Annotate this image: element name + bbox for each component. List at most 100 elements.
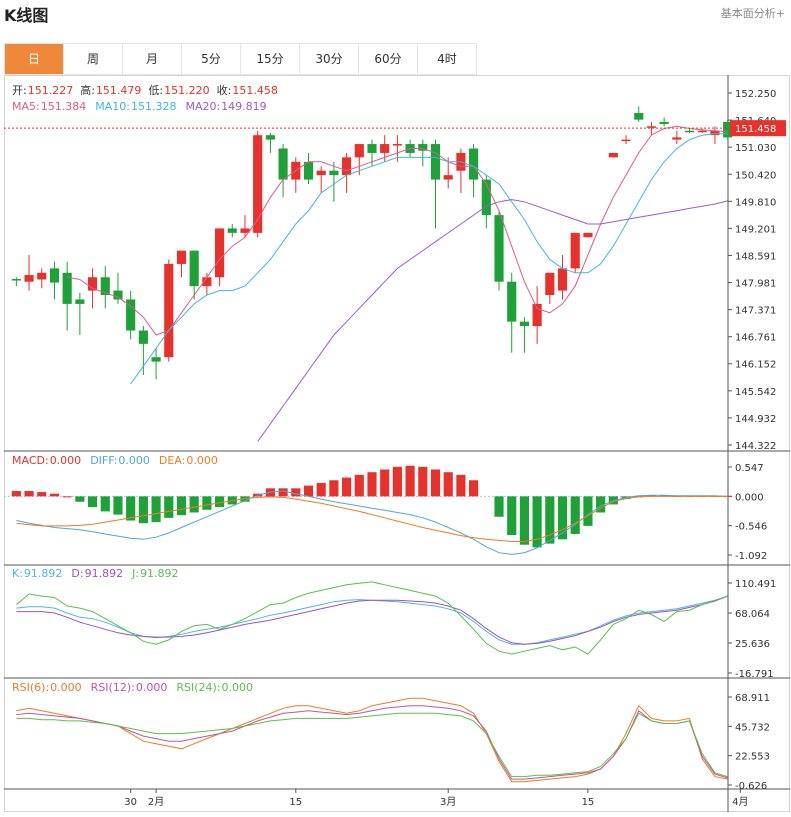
macd-bar bbox=[507, 496, 517, 536]
candle-body bbox=[176, 250, 187, 264]
candle-body bbox=[329, 170, 339, 176]
macd-bar bbox=[113, 496, 123, 515]
tab-0[interactable]: 日 bbox=[5, 44, 64, 74]
macd-bar bbox=[291, 488, 301, 497]
candle-body bbox=[430, 144, 441, 180]
candle-body bbox=[646, 126, 657, 128]
macd-legend-label: DEA: bbox=[159, 454, 185, 467]
tab-6[interactable]: 60分 bbox=[359, 44, 418, 74]
macd-bar bbox=[215, 496, 225, 508]
macd-legend-value: 0.000 bbox=[186, 454, 218, 467]
kline-chart[interactable]: 152.250151.640151.030150.420149.810149.2… bbox=[4, 75, 790, 812]
macd-bar bbox=[367, 472, 377, 497]
price-tick-label: 150.420 bbox=[735, 170, 776, 181]
candle-body bbox=[240, 228, 250, 233]
price-tick-label: 144.322 bbox=[735, 441, 776, 452]
macd-bar bbox=[24, 491, 34, 497]
kdj-legend-value: 91.892 bbox=[85, 567, 124, 580]
macd-bar bbox=[240, 496, 250, 502]
date-tick-label: 15 bbox=[582, 797, 595, 808]
macd-legend-label: DIFF: bbox=[90, 454, 117, 467]
top-bar: K线图 基本面分析+ bbox=[0, 0, 791, 30]
ma-legend-label: MA20: bbox=[185, 100, 220, 113]
macd-bar bbox=[469, 480, 479, 497]
macd-bar bbox=[37, 492, 47, 497]
tab-5[interactable]: 30分 bbox=[300, 44, 359, 74]
j-line bbox=[16, 581, 728, 655]
candle-body bbox=[684, 130, 695, 133]
candle-body bbox=[608, 152, 618, 158]
candle-body bbox=[342, 157, 352, 176]
candle-body bbox=[532, 303, 542, 327]
price-tick-label: 147.981 bbox=[735, 279, 776, 290]
macd-bar bbox=[151, 496, 161, 523]
rsi24-line bbox=[16, 712, 728, 778]
rsi-legend-value: 0.000 bbox=[136, 681, 168, 694]
kdj-tick-label: 68.064 bbox=[735, 609, 770, 620]
ma5-line bbox=[67, 125, 728, 336]
candle-body bbox=[672, 137, 682, 140]
macd-bar bbox=[430, 469, 441, 497]
kdj-tick-label: 25.636 bbox=[735, 639, 770, 650]
candle-body bbox=[164, 263, 174, 358]
ohlc-value: 151.227 bbox=[28, 84, 74, 97]
ohlc-label: 高: bbox=[80, 83, 95, 97]
kdj-legend-value: 91.892 bbox=[140, 567, 179, 580]
date-tick-label: 15 bbox=[289, 797, 302, 808]
kdj-tick-label: 110.491 bbox=[735, 579, 776, 590]
candle-body bbox=[316, 170, 326, 176]
tab-7[interactable]: 4时 bbox=[418, 44, 477, 74]
macd-bar bbox=[596, 496, 606, 513]
candle-body bbox=[697, 130, 707, 133]
tab-2[interactable]: 月 bbox=[123, 44, 182, 74]
candle-body bbox=[557, 268, 568, 291]
current-price-tag bbox=[730, 120, 786, 137]
tab-4[interactable]: 15分 bbox=[241, 44, 300, 74]
price-tick-label: 146.761 bbox=[735, 333, 776, 344]
tab-1[interactable]: 周 bbox=[64, 44, 123, 74]
kdj-legend-value: 91.892 bbox=[24, 567, 63, 580]
macd-legend-label: MACD: bbox=[12, 454, 49, 467]
macd-bar bbox=[646, 495, 657, 497]
macd-bar bbox=[392, 466, 402, 497]
candle-body bbox=[151, 357, 161, 362]
kdj-legend-label: K: bbox=[12, 567, 23, 580]
candle-body bbox=[659, 121, 669, 125]
d-line bbox=[16, 595, 728, 645]
k-line bbox=[16, 595, 728, 645]
ohlc-value: 151.479 bbox=[96, 84, 142, 97]
ma-legend-value: 149.819 bbox=[221, 100, 267, 113]
macd-bar bbox=[570, 496, 580, 534]
price-tick-label: 144.932 bbox=[735, 414, 776, 425]
rsi-tick-label: 45.732 bbox=[735, 722, 770, 733]
fundamental-analysis-link[interactable]: 基本面分析+ bbox=[720, 7, 785, 20]
rsi12-line bbox=[16, 705, 728, 780]
candle-body bbox=[634, 112, 644, 120]
macd-legend-value: 0.000 bbox=[50, 454, 82, 467]
candle-body bbox=[11, 279, 21, 281]
macd-bar bbox=[532, 496, 542, 548]
candle-body bbox=[418, 144, 428, 151]
candle-body bbox=[126, 299, 136, 331]
macd-bar bbox=[545, 496, 555, 544]
candle-body bbox=[469, 148, 479, 180]
macd-bar bbox=[176, 496, 187, 516]
tab-3[interactable]: 5分 bbox=[182, 44, 241, 74]
macd-bar bbox=[494, 496, 504, 517]
date-tick-label: 2月 bbox=[148, 796, 164, 808]
price-tick-label: 149.810 bbox=[735, 197, 776, 208]
macd-tick-label: 0.000 bbox=[735, 492, 764, 503]
macd-bar bbox=[189, 496, 199, 513]
candle-body bbox=[519, 321, 529, 327]
macd-bar bbox=[100, 496, 110, 512]
macd-bar bbox=[62, 496, 72, 498]
candle-body bbox=[278, 148, 288, 180]
current-price-label: 151.458 bbox=[735, 124, 776, 135]
price-tick-label: 146.152 bbox=[735, 360, 776, 371]
rsi-legend-value: 0.000 bbox=[221, 681, 253, 694]
macd-bar bbox=[380, 469, 390, 497]
ohlc-label: 低: bbox=[148, 84, 163, 97]
ohlc-value: 151.220 bbox=[164, 84, 210, 97]
macd-bar bbox=[443, 472, 453, 497]
timeframe-tabs: 日周月 5分 15分 30分 60分 4时 bbox=[4, 43, 477, 75]
